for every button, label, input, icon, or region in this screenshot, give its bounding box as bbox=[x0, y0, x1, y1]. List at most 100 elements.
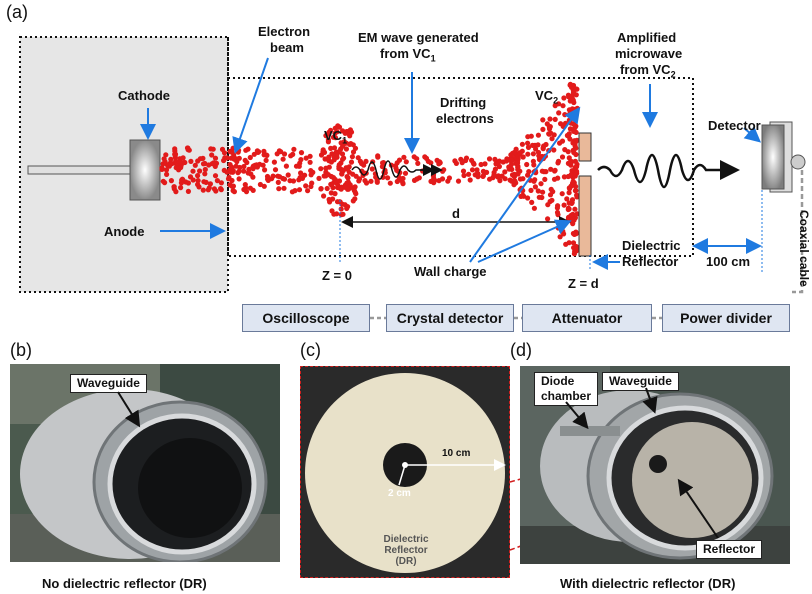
electron-dot bbox=[221, 157, 227, 164]
electron-dot bbox=[499, 173, 505, 179]
label-distance: 100 cm bbox=[706, 254, 751, 269]
electron-dot bbox=[469, 157, 475, 163]
electron-dot bbox=[275, 173, 281, 179]
electron-dot bbox=[254, 164, 260, 170]
electron-dot bbox=[248, 171, 254, 177]
electron-dot bbox=[352, 145, 359, 151]
electron-dot bbox=[335, 123, 341, 129]
electron-dot bbox=[492, 156, 498, 162]
electron-dot bbox=[414, 156, 420, 162]
electron-dot bbox=[486, 156, 493, 162]
electron-dot bbox=[264, 152, 270, 158]
electron-dot bbox=[202, 160, 208, 167]
label-d: d bbox=[452, 206, 460, 221]
electron-dot bbox=[188, 158, 194, 164]
electron-dot bbox=[467, 177, 473, 183]
electron-dot bbox=[524, 161, 530, 168]
electron-dot bbox=[495, 173, 501, 179]
callout-reflector: Reflector bbox=[696, 540, 763, 559]
electron-dot bbox=[343, 140, 349, 146]
electron-dot bbox=[328, 159, 334, 165]
electron-dot bbox=[559, 138, 566, 144]
label-vc2: VC2 bbox=[535, 88, 559, 106]
electron-dot bbox=[185, 145, 191, 151]
electron-dot bbox=[434, 157, 440, 163]
electron-dot bbox=[508, 162, 514, 168]
electron-dot bbox=[355, 155, 361, 161]
electron-dot bbox=[209, 152, 215, 158]
electron-dot bbox=[532, 184, 539, 190]
electron-dot bbox=[225, 176, 232, 182]
electron-dot bbox=[570, 178, 576, 185]
electron-dot bbox=[236, 176, 242, 182]
electron-dot bbox=[519, 141, 526, 147]
electron-dot bbox=[502, 169, 508, 175]
electron-dot bbox=[298, 150, 305, 156]
electron-dot bbox=[171, 184, 177, 190]
label-amplified-2: microwave bbox=[615, 46, 683, 61]
electron-dot bbox=[190, 177, 196, 183]
electron-dot bbox=[551, 147, 557, 153]
electron-dot bbox=[201, 179, 207, 185]
electron-dot bbox=[475, 174, 481, 180]
detector-front bbox=[761, 124, 785, 190]
electron-dot bbox=[380, 160, 387, 166]
electron-dot bbox=[566, 155, 572, 161]
electron-dot bbox=[559, 154, 566, 160]
electron-dot bbox=[573, 243, 579, 250]
electron-dot bbox=[428, 160, 434, 166]
electron-dot bbox=[396, 157, 403, 163]
electron-dot bbox=[289, 189, 295, 195]
electron-dot bbox=[307, 159, 313, 165]
electron-dot bbox=[173, 165, 179, 171]
electron-dot bbox=[375, 154, 381, 160]
electron-dot bbox=[547, 116, 553, 122]
electron-dot bbox=[323, 133, 329, 139]
chain-box-oscilloscope: Oscilloscope bbox=[242, 304, 370, 332]
electron-dot bbox=[251, 151, 257, 157]
electron-dot bbox=[400, 175, 406, 182]
electron-dot bbox=[517, 176, 524, 182]
electron-dot bbox=[247, 154, 253, 161]
electron-dot bbox=[493, 161, 499, 167]
electron-dot bbox=[550, 189, 556, 195]
electron-dot bbox=[530, 151, 537, 157]
label-electron-beam-1: Electron bbox=[258, 24, 311, 39]
electron-dot bbox=[487, 176, 493, 182]
electron-dot bbox=[353, 191, 359, 197]
electron-dot bbox=[325, 172, 331, 178]
electron-dot bbox=[338, 206, 344, 212]
electron-dot bbox=[512, 178, 518, 184]
electron-dot bbox=[573, 164, 579, 170]
electron-dot bbox=[531, 205, 538, 211]
electron-dot bbox=[402, 170, 409, 176]
electron-dot bbox=[296, 187, 303, 193]
electron-dot bbox=[276, 186, 282, 192]
electron-dot bbox=[218, 186, 224, 192]
electron-dot bbox=[298, 170, 304, 176]
electron-dot bbox=[321, 193, 327, 199]
electron-dot bbox=[334, 211, 340, 217]
electron-dot bbox=[241, 163, 247, 170]
electron-dot bbox=[243, 147, 249, 153]
callout-waveguide-d: Waveguide bbox=[602, 372, 679, 391]
electron-dot bbox=[325, 137, 331, 143]
electron-dot bbox=[195, 173, 201, 179]
electron-dot bbox=[515, 171, 521, 177]
electron-dot bbox=[343, 146, 349, 152]
electron-dot bbox=[565, 149, 571, 155]
electron-dot bbox=[197, 156, 203, 162]
electron-dot bbox=[219, 146, 226, 152]
electron-dot bbox=[559, 191, 565, 197]
electron-dot bbox=[570, 140, 576, 146]
electron-dot bbox=[241, 168, 247, 174]
electron-dot bbox=[271, 159, 277, 165]
electron-dot bbox=[572, 248, 578, 254]
electron-dot bbox=[323, 165, 329, 171]
electron-dot bbox=[540, 126, 546, 132]
label-dr-c: Dielectric Reflector (DR) bbox=[383, 534, 429, 567]
electron-dot bbox=[482, 161, 488, 167]
panel-d-letter: (d) bbox=[510, 340, 532, 360]
electron-dot bbox=[168, 156, 174, 162]
electron-dot bbox=[556, 110, 562, 116]
